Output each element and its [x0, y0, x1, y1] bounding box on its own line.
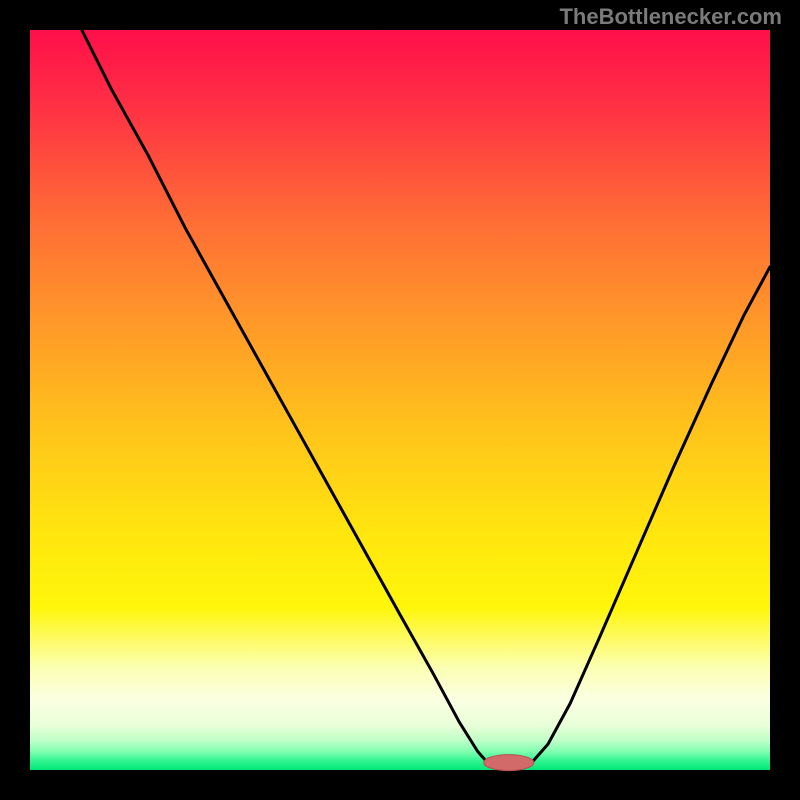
chart-container: TheBottlenecker.com	[0, 0, 800, 800]
watermark-text: TheBottlenecker.com	[559, 4, 782, 30]
gradient-plot-area	[30, 30, 770, 770]
